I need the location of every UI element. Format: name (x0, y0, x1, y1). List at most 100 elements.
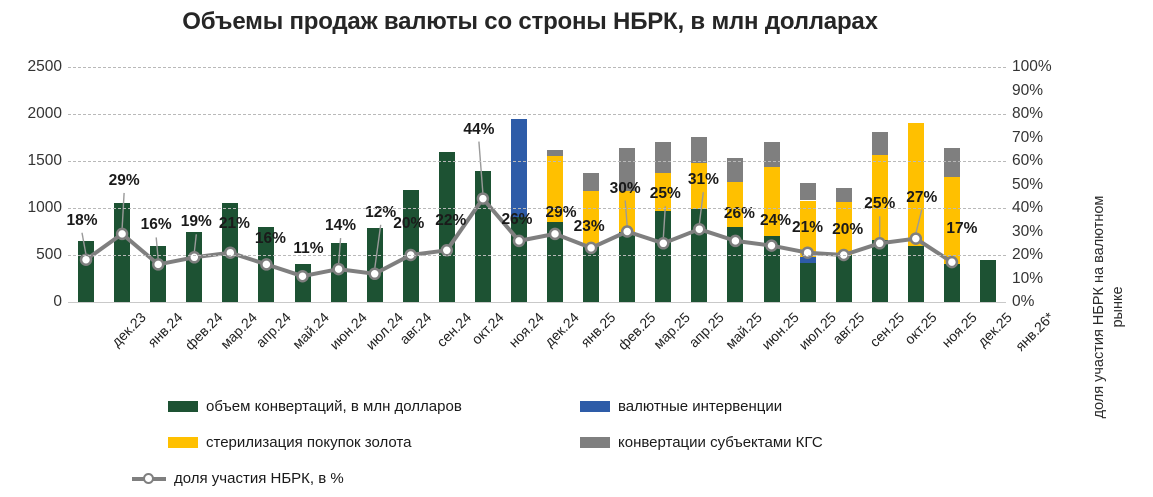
bar-segment[interactable] (583, 173, 600, 192)
bar-column[interactable]: 700 (749, 67, 780, 302)
bar-column[interactable]: 450 (965, 67, 996, 302)
bar-segment[interactable]: 450 (965, 259, 996, 302)
legend-item[interactable]: конвертации субъектами КГС (580, 434, 823, 451)
bar-column[interactable]: 968 (641, 67, 672, 302)
line-marker[interactable] (188, 251, 201, 264)
bar-column[interactable]: 1 050 (100, 67, 131, 302)
line-marker[interactable] (873, 237, 886, 250)
bar-segment[interactable] (943, 147, 960, 177)
line-marker[interactable] (79, 253, 93, 266)
line-marker[interactable] (115, 227, 129, 241)
percent-label: 20% (393, 215, 425, 232)
bar-segment[interactable] (619, 148, 636, 192)
bar-segment[interactable]: 1 593 (424, 152, 455, 302)
bar-segment[interactable] (691, 136, 708, 164)
bar-column[interactable]: 420 (785, 67, 816, 302)
x-tick-label: фев.25 (614, 309, 659, 353)
percent-label: 18% (66, 211, 98, 229)
bar-segment[interactable] (799, 182, 816, 201)
bar-segment[interactable]: 1 047 (496, 119, 527, 218)
bar-column[interactable]: 1 187 (388, 67, 419, 302)
legend-item[interactable]: доля участия НБРК, в % (132, 470, 344, 487)
bar-column[interactable]: 850 707 (533, 67, 564, 302)
bar-segment[interactable]: 700 (749, 236, 780, 302)
bar-segment[interactable]: 968 (641, 211, 672, 302)
bar-segment[interactable] (943, 177, 960, 265)
legend-swatch (168, 437, 198, 448)
legend-item[interactable]: объем конвертаций, в млн долларов (168, 398, 462, 415)
label-leader-line (337, 238, 342, 265)
percent-label: 16% (140, 216, 172, 234)
bar-column[interactable]: 500 (821, 67, 852, 302)
line-marker[interactable] (260, 258, 273, 271)
y-tick-label-right: 40% (1012, 199, 1044, 216)
legend-label: стерилизация покупок золота (206, 434, 412, 451)
line-marker[interactable] (945, 255, 959, 269)
legend-item[interactable]: валютные интервенции (580, 398, 782, 415)
bar-segment[interactable]: 748 (605, 231, 636, 302)
bar-column[interactable]: 748 (605, 67, 636, 302)
bar-segment[interactable]: 707 (533, 155, 564, 223)
bar-segment[interactable]: 748 (172, 231, 203, 302)
bar-segment[interactable] (655, 173, 672, 212)
line-marker[interactable] (476, 192, 490, 205)
bar-segment[interactable]: 1 187 (388, 190, 419, 302)
x-tick-label: июн.24 (325, 309, 370, 353)
bar-column[interactable]: 748 (172, 67, 203, 302)
bar-segment[interactable] (619, 191, 636, 232)
bar-segment[interactable] (727, 181, 744, 227)
bar-segment[interactable]: 600 (569, 245, 600, 302)
bar-segment[interactable] (583, 191, 600, 246)
bar-segment[interactable] (799, 256, 816, 263)
bar-column[interactable]: 1 593 (424, 67, 455, 302)
bars-layer: 648 1 050 601 748 1 056 800 400 628 783 1 187 1 59… (64, 67, 1006, 302)
y-tick-label-right: 70% (1012, 128, 1044, 146)
bar-segment[interactable] (547, 150, 564, 156)
line-marker[interactable] (620, 225, 634, 238)
bar-segment[interactable] (835, 188, 852, 203)
bar-segment[interactable] (871, 155, 888, 240)
label-leader-line (121, 192, 125, 229)
bar-segment[interactable] (763, 142, 780, 167)
line-marker[interactable] (151, 258, 165, 271)
line-marker[interactable] (296, 269, 309, 283)
bar-segment[interactable] (763, 166, 780, 237)
bar-segment[interactable]: 420 (785, 262, 816, 302)
line-marker[interactable] (657, 237, 670, 250)
percent-label: 24% (759, 211, 792, 229)
bar-segment[interactable]: 500 (821, 255, 852, 302)
x-tick-label: июл.25 (794, 309, 839, 353)
bar-segment[interactable]: 850 (533, 222, 564, 302)
legend-label: конвертации субъектами КГС (618, 434, 823, 451)
legend-line-marker-icon (132, 472, 166, 485)
plot-area: 648 1 050 601 748 1 056 800 400 628 783 1 187 1 59… (64, 67, 1006, 303)
bar-segment[interactable] (871, 131, 888, 156)
line-marker[interactable] (368, 267, 381, 281)
line-marker[interactable] (729, 234, 742, 248)
y-tick-label-left: 1000 (27, 199, 62, 216)
bar-segment[interactable] (799, 200, 816, 257)
bar-segment[interactable] (727, 158, 744, 182)
line-marker[interactable] (765, 239, 778, 252)
line-marker[interactable] (909, 232, 923, 245)
bar-segment[interactable]: 600 (893, 245, 924, 302)
bar-segment[interactable]: 1 050 (100, 203, 131, 302)
x-tick-label: дек.25 (974, 309, 1015, 350)
legend-item[interactable]: стерилизация покупок золота (168, 434, 411, 451)
line-marker[interactable] (584, 241, 598, 255)
bar-segment[interactable] (691, 163, 708, 210)
line-marker[interactable] (512, 234, 526, 248)
bar-segment[interactable] (835, 202, 852, 255)
bar-column[interactable]: 600 (569, 67, 600, 302)
bar-segment[interactable] (655, 142, 672, 174)
bar-column[interactable]: 400 (929, 67, 960, 302)
percent-label: 22% (435, 212, 467, 230)
y-axis-left-ticks: 0 500 1000 1500 2000 2500 (0, 58, 62, 310)
line-marker[interactable] (332, 262, 345, 276)
legend-label: объем конвертаций, в млн долларов (206, 398, 462, 415)
gridline (68, 302, 1006, 303)
bar-segment[interactable]: 400 (929, 264, 960, 302)
line-marker[interactable] (548, 227, 562, 241)
line-marker[interactable] (693, 222, 706, 236)
participation-line (79, 141, 959, 283)
